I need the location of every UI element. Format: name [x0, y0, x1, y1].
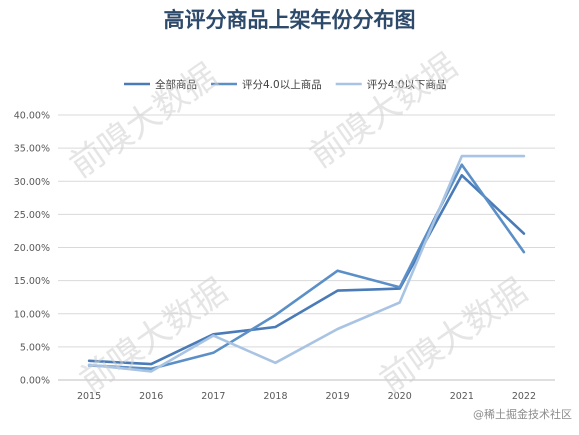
y-axis: 0.00% 5.00% 10.00% 15.00% 20.00% 25.00% 30.00%… — [14, 111, 50, 387]
legend-label: 全部商品 — [155, 78, 197, 91]
x-tick-label: 2018 — [263, 391, 287, 402]
legend-label: 评分4.0以上商品 — [242, 78, 322, 91]
watermark-text: 前嗅大数据 — [303, 46, 465, 176]
y-tick-label: 10.00% — [14, 309, 50, 320]
x-tick-label: 2015 — [77, 391, 101, 402]
watermark-text: 前嗅大数据 — [63, 56, 225, 186]
watermark-text: 前嗅大数据 — [373, 271, 535, 401]
y-tick-label: 5.00% — [20, 342, 50, 353]
x-tick-label: 2016 — [139, 391, 163, 402]
x-tick-label: 2017 — [201, 391, 225, 402]
y-tick-label: 35.00% — [14, 144, 50, 155]
y-tick-label: 20.00% — [14, 243, 50, 254]
legend-label: 评分4.0以下商品 — [367, 78, 447, 91]
series-line — [87, 174, 526, 366]
x-tick-label: 2022 — [512, 391, 536, 402]
x-tick-label: 2019 — [325, 391, 349, 402]
footer-credit: @稀土掘金技术社区 — [473, 407, 572, 421]
x-tick-label: 2021 — [450, 391, 474, 402]
chart-title: 高评分商品上架年份分布图 — [164, 8, 416, 32]
grid — [58, 114, 555, 381]
x-axis: 2015 2016 2017 2018 2019 2020 2021 2022 — [77, 391, 536, 402]
y-tick-label: 25.00% — [14, 210, 50, 221]
x-tick-label: 2020 — [388, 391, 412, 402]
y-tick-label: 15.00% — [14, 276, 50, 287]
y-tick-label: 30.00% — [14, 177, 50, 188]
y-tick-label: 40.00% — [14, 111, 50, 122]
series-lines — [87, 154, 526, 373]
y-tick-label: 0.00% — [20, 376, 50, 387]
series-line — [87, 154, 526, 373]
legend: 全部商品 评分4.0以上商品 评分4.0以下商品 — [124, 78, 446, 91]
